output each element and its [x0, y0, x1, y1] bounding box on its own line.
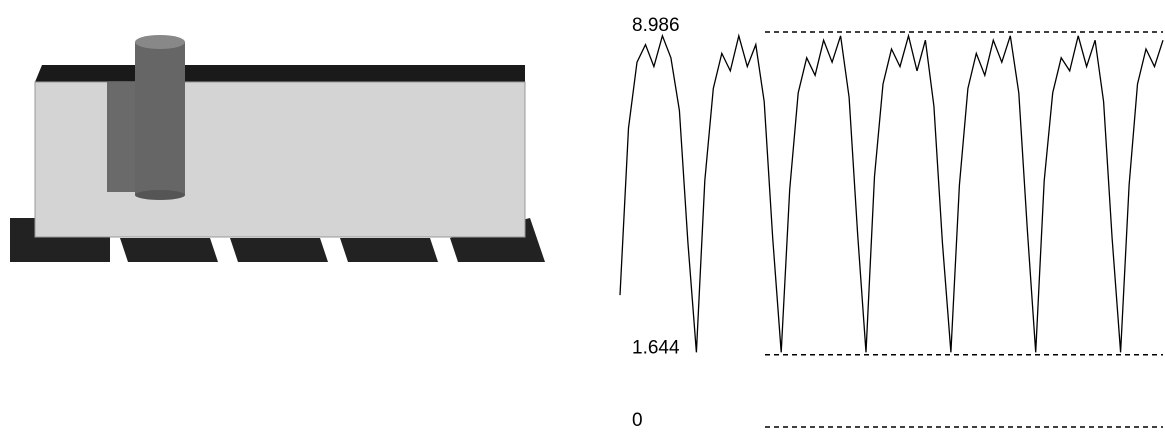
cylinder-base — [135, 190, 185, 200]
foot — [120, 238, 218, 262]
screen: 0 1.644 8.986 — [0, 0, 1165, 433]
y-tick-label: 1.644 — [632, 338, 680, 359]
foot — [340, 238, 438, 262]
cylinder — [107, 82, 137, 192]
3d-model — [10, 35, 545, 262]
foot — [230, 238, 328, 262]
trace — [620, 36, 1163, 353]
y-tick-label: 8.986 — [632, 15, 680, 36]
cylinder — [135, 42, 185, 195]
cylinder-top — [135, 35, 185, 49]
y-tick-label: 0 — [632, 410, 643, 431]
block-top — [35, 65, 525, 82]
page: {"chart_data": {"type": "line", "color":… — [0, 0, 1165, 433]
